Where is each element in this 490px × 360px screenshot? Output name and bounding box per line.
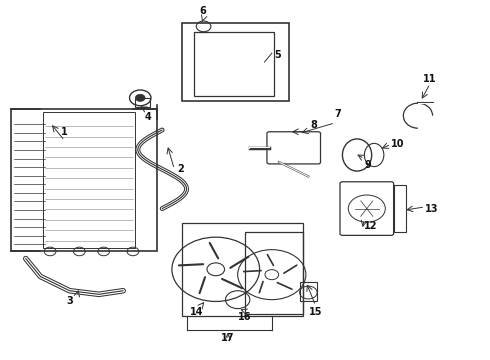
Bar [393, 185, 406, 232]
Text: 16: 16 [238, 312, 252, 322]
Text: 10: 10 [391, 139, 405, 149]
Bar [194, 32, 274, 96]
Text: 7: 7 [334, 109, 341, 119]
Text: 14: 14 [190, 307, 203, 317]
Text: 4: 4 [144, 112, 151, 122]
FancyArrowPatch shape [210, 243, 218, 258]
FancyArrowPatch shape [277, 283, 292, 289]
FancyArrowPatch shape [199, 277, 205, 293]
Bar [135, 98, 150, 107]
Text: 15: 15 [309, 307, 322, 317]
Text: 3: 3 [66, 296, 73, 306]
Bar [182, 23, 289, 102]
Text: 5: 5 [274, 50, 281, 60]
FancyArrowPatch shape [222, 279, 242, 288]
Bar [299, 282, 317, 301]
Text: 6: 6 [199, 6, 206, 16]
FancyArrowPatch shape [179, 264, 203, 265]
Bar [43, 112, 135, 248]
FancyArrowPatch shape [284, 265, 297, 273]
Bar [245, 232, 303, 314]
Text: 8: 8 [311, 120, 318, 130]
Text: 12: 12 [365, 221, 378, 231]
Text: 13: 13 [425, 203, 439, 213]
Text: 9: 9 [365, 160, 371, 170]
Circle shape [135, 94, 145, 102]
Bar [182, 223, 303, 316]
Bar [11, 109, 157, 251]
FancyArrowPatch shape [230, 257, 248, 268]
Text: 11: 11 [423, 73, 437, 84]
Circle shape [265, 270, 279, 280]
Circle shape [207, 263, 224, 276]
FancyArrowPatch shape [259, 282, 263, 293]
Text: 17: 17 [221, 333, 235, 342]
Text: 1: 1 [61, 127, 68, 137]
Text: 2: 2 [177, 164, 184, 174]
FancyArrowPatch shape [268, 255, 273, 265]
